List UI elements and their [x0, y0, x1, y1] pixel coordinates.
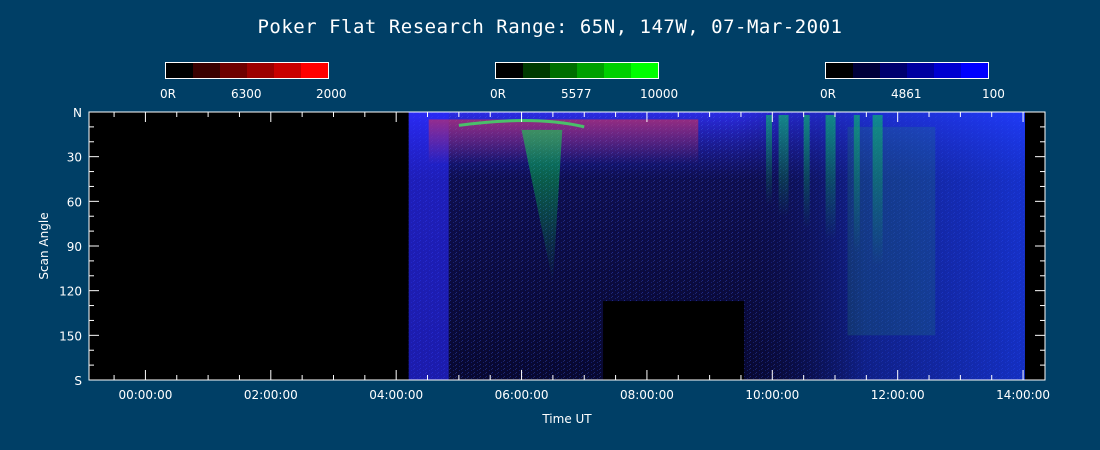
- x-tick-label: 12:00:00: [871, 388, 925, 402]
- colorbar-cell: [880, 63, 907, 78]
- colorbar-cell: [826, 63, 853, 78]
- colorbar-cell: [961, 63, 988, 78]
- x-tick-label: 00:00:00: [118, 388, 172, 402]
- colorbar-6300-min-label: 0R: [160, 87, 176, 101]
- colorbar-cell: [301, 63, 328, 78]
- colorbar-cell: [577, 63, 604, 78]
- keogram-green-streak: [825, 115, 836, 241]
- y-tick-label: 150: [59, 329, 82, 343]
- y-tick-label: 90: [67, 240, 82, 254]
- y-tick-label: 60: [67, 195, 82, 209]
- colorbar-cell: [907, 63, 934, 78]
- colorbar-cell: [220, 63, 247, 78]
- colorbar-6300-name: 6300: [231, 87, 262, 101]
- keogram-end-strip-lower: [1025, 298, 1045, 380]
- colorbar-5577-max-label: 10000: [640, 87, 679, 101]
- x-axis-label: Time UT: [541, 412, 592, 426]
- colorbar-cell: [193, 63, 220, 78]
- x-tick-label: 10:00:00: [745, 388, 799, 402]
- x-tick-label: 06:00:00: [495, 388, 549, 402]
- keogram-green-streak: [766, 115, 773, 205]
- chart-title: Poker Flat Research Range: 65N, 147W, 07…: [257, 16, 843, 38]
- colorbar-cell: [604, 63, 631, 78]
- colorbar-4861-min-label: 0R: [820, 87, 836, 101]
- colorbar-cell: [550, 63, 577, 78]
- y-tick-label: S: [74, 374, 82, 388]
- colorbar-cell: [496, 63, 523, 78]
- y-tick-label: 30: [67, 151, 82, 165]
- keogram-green-plume: [521, 129, 563, 284]
- keogram-green-glow: [847, 126, 936, 336]
- plot-axes: N 30 60 90 120 150 S 00:00:00 02:00:00 04:00:00 06…: [59, 106, 1050, 402]
- colorbar-cell: [934, 63, 961, 78]
- colorbar-cell: [274, 63, 301, 78]
- keogram-green-streak: [778, 115, 789, 217]
- colorbar-cell: [523, 63, 550, 78]
- colorbar-4861-name: 4861: [891, 87, 922, 101]
- keogram-green-streak: [803, 115, 810, 229]
- colorbar-4861: [825, 62, 989, 79]
- colorbar-5577-min-label: 0R: [490, 87, 506, 101]
- keogram-data-gap: [603, 301, 745, 380]
- keogram-end-strip: [1025, 112, 1045, 299]
- y-tick-label: 120: [59, 285, 82, 299]
- x-tick-label: 14:00:00: [996, 388, 1050, 402]
- y-tick-label: N: [73, 106, 82, 120]
- colorbar-5577: [495, 62, 659, 79]
- colorbar-cell: [247, 63, 274, 78]
- keogram-green-streak: [872, 115, 883, 265]
- keogram-green-arc: [458, 119, 585, 129]
- colorbar-cell: [166, 63, 193, 78]
- colorbar-5577-name: 5577: [561, 87, 592, 101]
- keogram-red-band: [428, 119, 699, 165]
- colorbar-6300-max-label: 2000: [316, 87, 347, 101]
- keogram-image: [89, 112, 1045, 380]
- colorbar-cell: [631, 63, 658, 78]
- x-tick-label: 08:00:00: [620, 388, 674, 402]
- keogram-green-streak: [853, 115, 860, 253]
- x-tick-label: 04:00:00: [369, 388, 423, 402]
- y-axis-label: Scan Angle: [37, 212, 51, 279]
- colorbar-6300: [165, 62, 329, 79]
- colorbar-cell: [853, 63, 880, 78]
- colorbar-4861-max-label: 100: [982, 87, 1005, 101]
- x-tick-label: 02:00:00: [244, 388, 298, 402]
